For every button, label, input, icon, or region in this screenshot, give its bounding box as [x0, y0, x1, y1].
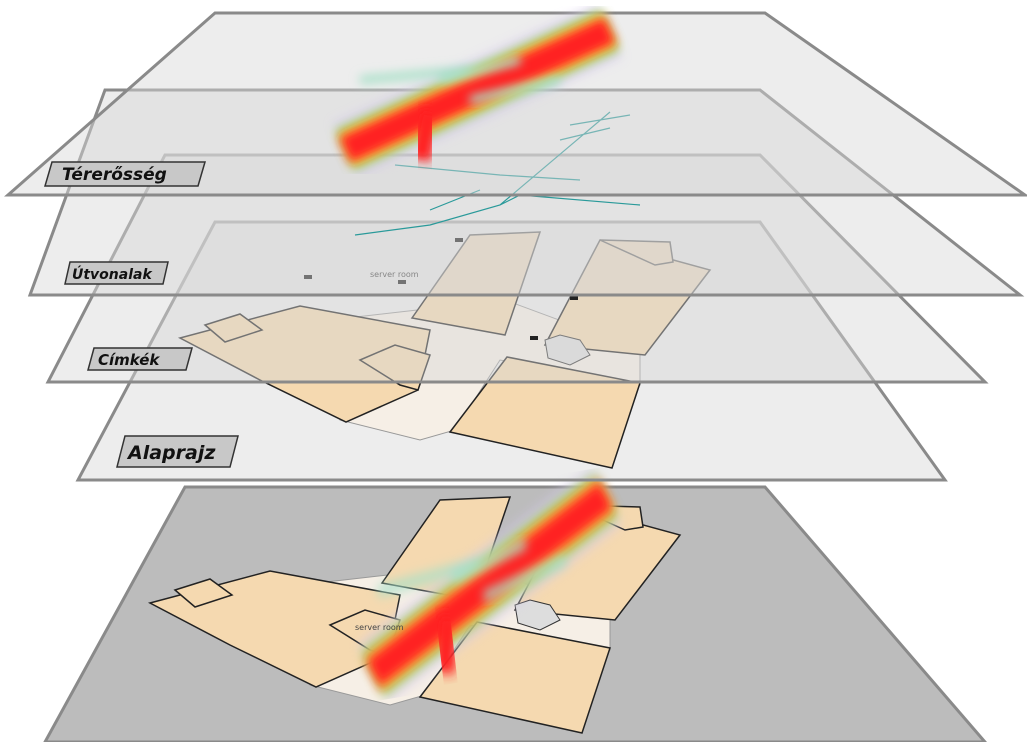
layer-label: Útvonalak	[72, 265, 153, 283]
layer-label: Címkék	[98, 351, 160, 369]
floor-label: server room	[355, 623, 404, 632]
layer-label: Alaprajz	[126, 442, 216, 464]
layer-label: Térerősség	[62, 165, 167, 185]
layer-diagram: server room Alaprajz server room Címkék …	[0, 0, 1027, 742]
